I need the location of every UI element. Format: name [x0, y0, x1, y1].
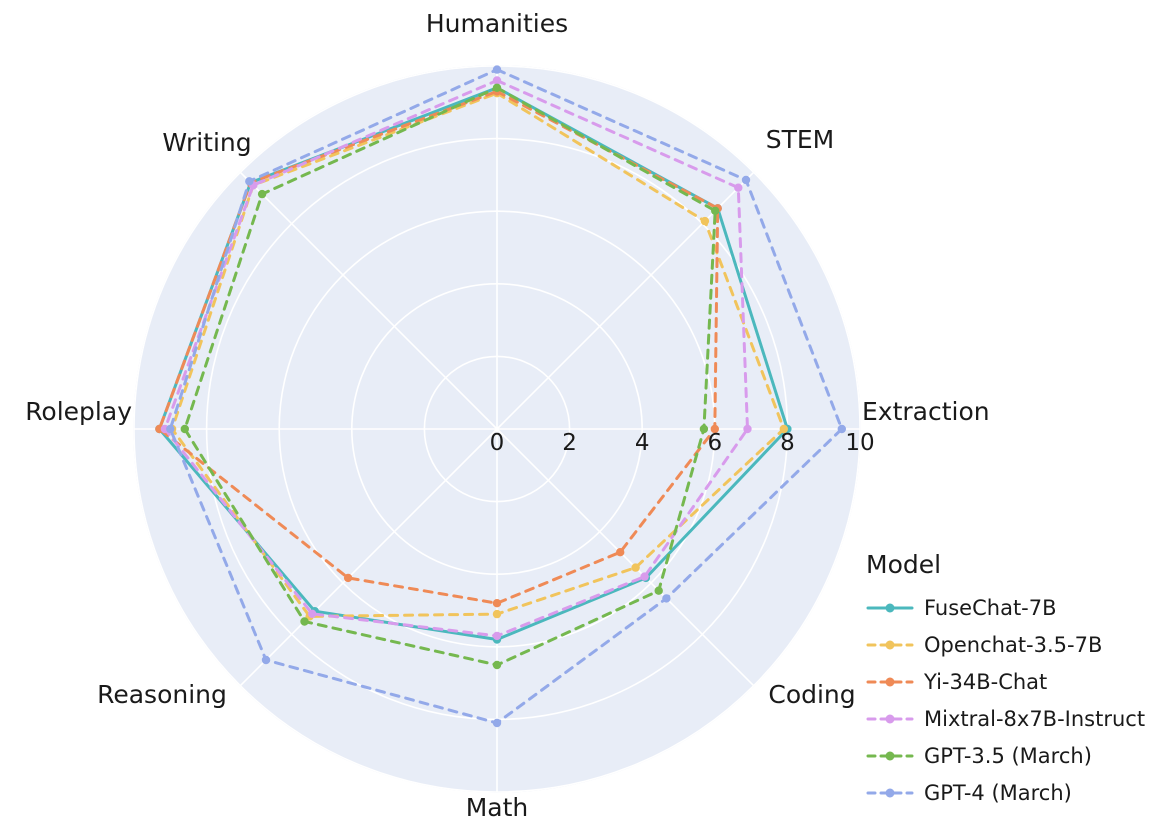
- legend-item-mixtral-8x7b-instruct: Mixtral-8x7B-Instruct: [866, 700, 1156, 737]
- series-marker: [492, 660, 502, 670]
- axis-label-writing: Writing: [162, 128, 251, 157]
- radial-tick-2: 2: [562, 430, 577, 456]
- legend-line-swatch-icon: [866, 677, 914, 686]
- radial-tick-6: 6: [707, 430, 722, 456]
- series-marker: [654, 586, 663, 595]
- legend: Model FuseChat-7B Openchat-3.5-7B Yi-34B-C…: [866, 550, 1156, 811]
- axis-label-roleplay: Roleplay: [25, 397, 132, 426]
- series-marker: [616, 548, 625, 557]
- series-marker: [166, 424, 175, 434]
- series-marker: [662, 594, 671, 603]
- legend-list: FuseChat-7B Openchat-3.5-7B Yi-34B-Chat Mix…: [866, 589, 1156, 811]
- series-marker: [837, 424, 846, 434]
- series-marker: [741, 175, 751, 185]
- axis-label-coding: Coding: [768, 680, 855, 709]
- grid-spoke: [239, 171, 498, 430]
- series-marker: [492, 83, 502, 93]
- legend-line-swatch-icon: [866, 751, 914, 760]
- axis-label-math: Math: [466, 793, 529, 822]
- legend-line-swatch-icon: [866, 603, 914, 612]
- axis-label-stem: STEM: [766, 125, 835, 154]
- legend-title: Model: [866, 550, 942, 579]
- radial-tick-0: 0: [490, 430, 505, 456]
- series-gpt-3-5-march: [180, 83, 720, 670]
- series-marker: [343, 573, 353, 583]
- legend-line-swatch-icon: [866, 788, 914, 797]
- series-marker: [180, 424, 189, 434]
- legend-item-gpt-3-5-march: GPT-3.5 (March): [866, 737, 1156, 774]
- radial-tick-4: 4: [635, 430, 650, 456]
- series-marker: [711, 206, 720, 215]
- series-gpt-4-march: [166, 65, 846, 728]
- series-marker: [631, 563, 640, 572]
- axis-label-reasoning: Reasoning: [97, 680, 227, 709]
- series-marker: [492, 65, 502, 74]
- axis-label-humanities: Humanities: [426, 9, 568, 38]
- legend-label: Yi-34B-Chat: [924, 669, 1048, 694]
- legend-label: FuseChat-7B: [924, 595, 1057, 620]
- radial-tick-10: 10: [845, 430, 874, 456]
- series-marker: [492, 599, 502, 608]
- grid-spoke: [239, 428, 498, 687]
- series-marker: [640, 572, 649, 581]
- series-marker: [257, 189, 267, 199]
- series-marker: [492, 76, 502, 85]
- series-marker: [492, 631, 502, 641]
- series-marker: [700, 216, 710, 226]
- grid-spoke: [496, 428, 755, 687]
- series-marker: [710, 424, 719, 434]
- series-marker: [308, 609, 317, 618]
- series-marker: [492, 609, 502, 619]
- legend-label: GPT-3.5 (March): [924, 743, 1092, 768]
- series-marker: [245, 177, 254, 186]
- series-marker: [261, 655, 271, 665]
- legend-label: GPT-4 (March): [924, 780, 1072, 805]
- series-marker: [300, 617, 309, 626]
- legend-line-swatch-icon: [866, 640, 914, 649]
- legend-label: Openchat-3.5-7B: [924, 632, 1103, 657]
- series-marker: [743, 424, 752, 434]
- grid-spoke: [496, 171, 755, 430]
- series-marker: [779, 424, 788, 434]
- series-marker: [492, 718, 502, 728]
- legend-item-gpt-4-march: GPT-4 (March): [866, 774, 1156, 811]
- radial-tick-8: 8: [780, 430, 795, 456]
- legend-line-swatch-icon: [866, 714, 914, 723]
- legend-item-openchat-3-5-7b: Openchat-3.5-7B: [866, 626, 1156, 663]
- legend-item-fusechat-7b: FuseChat-7B: [866, 589, 1156, 626]
- legend-item-yi-34b-chat: Yi-34B-Chat: [866, 663, 1156, 700]
- legend-label: Mixtral-8x7B-Instruct: [924, 706, 1146, 731]
- series-mixtral-8x7b-instruct: [160, 76, 752, 641]
- series-marker: [699, 424, 709, 434]
- series-marker: [734, 183, 743, 192]
- axis-label-extraction: Extraction: [862, 397, 990, 426]
